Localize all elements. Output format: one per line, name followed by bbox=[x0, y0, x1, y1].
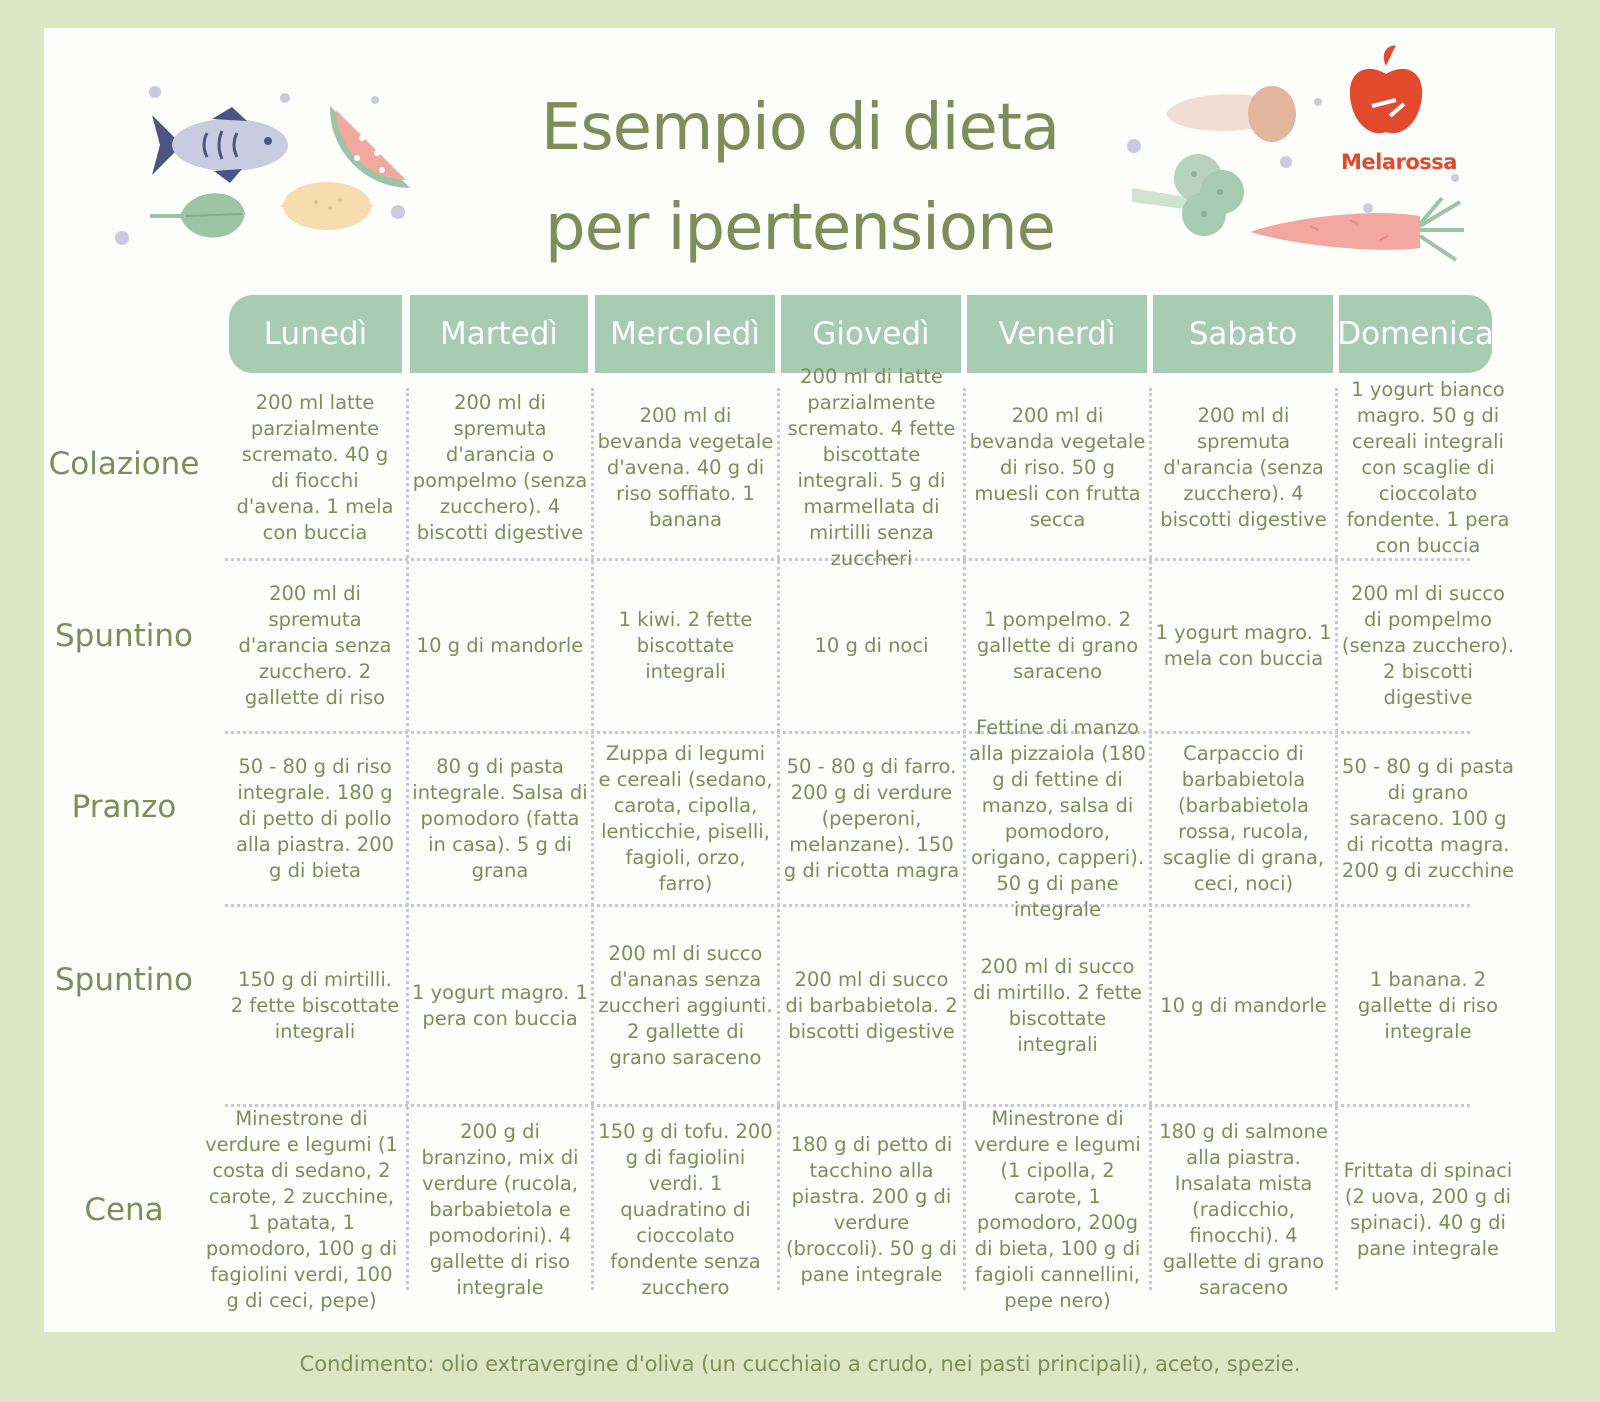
page-title: Esempio di dieta per ipertensione bbox=[480, 78, 1120, 278]
apple-logo-icon bbox=[1349, 45, 1423, 134]
meal-cell: Minestrone di verdure e legumi (1 cipoll… bbox=[974, 1107, 1141, 1312]
column-divider bbox=[591, 388, 594, 1290]
meal-cell: 200 ml di spremuta d'arancia o pompelmo … bbox=[412, 390, 588, 544]
meal-cell: 80 g di pasta integrale. Salsa di pomodo… bbox=[412, 755, 588, 882]
meal-cell: 200 ml di spremuta d'arancia (senza zucc… bbox=[1160, 403, 1327, 531]
day-header-martedi: Martedì bbox=[410, 295, 588, 373]
meal-cell: 1 yogurt magro. 1 pera con buccia bbox=[412, 980, 588, 1030]
row-divider bbox=[225, 731, 1470, 734]
meal-cell: 200 ml di succo di barbabietola. 2 bisco… bbox=[785, 967, 958, 1043]
meal-cell: 1 pompelmo. 2 gallette di grano saraceno bbox=[976, 608, 1139, 683]
carrot-icon bbox=[1250, 196, 1464, 262]
day-header-domenica: Domenica bbox=[1337, 295, 1494, 373]
day-header-giovedi: Giovedì bbox=[781, 295, 961, 373]
meal-cell: 150 g di tofu. 200 g di fagiolini verdi.… bbox=[598, 1120, 773, 1299]
meal-label-spuntino-mattina: Spuntino bbox=[54, 618, 194, 654]
column-divider bbox=[777, 388, 780, 1290]
meal-cell: 50 - 80 g di farro. 200 g di verdure (pe… bbox=[783, 755, 960, 882]
row-divider bbox=[225, 1104, 1470, 1107]
brand-logo-text: Melarossa bbox=[1341, 150, 1457, 174]
meal-cell: 50 - 80 g di riso integrale. 180 g di pe… bbox=[235, 755, 395, 882]
day-header-venerdi: Venerdì bbox=[967, 295, 1147, 373]
row-divider bbox=[225, 558, 1470, 561]
meal-cell: 180 g di petto di tacchino alla piastra.… bbox=[785, 1133, 958, 1286]
title-line-1: Esempio di dieta bbox=[540, 91, 1060, 165]
meal-cell: 10 g di mandorle bbox=[1160, 993, 1327, 1017]
meal-label-spuntino-pomeriggio: Spuntino bbox=[54, 962, 194, 998]
fish-icon bbox=[152, 107, 288, 183]
leaf-icon bbox=[150, 193, 245, 238]
column-divider bbox=[963, 388, 966, 1290]
meal-cell: 1 banana. 2 gallette di riso integrale bbox=[1357, 967, 1499, 1043]
meal-cell: Fettine di manzo alla pizzaiola (180 g d… bbox=[969, 716, 1146, 921]
footer-note: Condimento: olio extravergine d'oliva (u… bbox=[299, 1352, 1301, 1376]
meal-cell: 200 ml di latte parzialmente scremato. 4… bbox=[787, 365, 956, 570]
decor-dots-right bbox=[1127, 98, 1459, 213]
meal-cell: 180 g di salmone alla piastra. Insalata … bbox=[1159, 1120, 1328, 1299]
meal-cell: 200 ml di bevanda vegetale d'avena. 40 g… bbox=[597, 403, 774, 531]
meal-cell: 200 ml di succo d'ananas senza zuccheri … bbox=[598, 941, 773, 1069]
broccoli-icon bbox=[1132, 154, 1244, 236]
meal-cell: Frittata di spinaci (2 uova, 200 g di sp… bbox=[1343, 1159, 1513, 1260]
meal-cell: 200 ml di spremuta d'arancia senza zucch… bbox=[238, 582, 392, 709]
meal-cell: 200 ml di succo di mirtillo. 2 fette bis… bbox=[972, 954, 1143, 1056]
watermelon-icon bbox=[329, 106, 410, 188]
day-header-lunedi: Lunedì bbox=[229, 295, 402, 373]
title-line-2: per ipertensione bbox=[545, 191, 1056, 265]
day-header-mercoledi: Mercoledì bbox=[595, 295, 775, 373]
lemon-icon bbox=[280, 182, 374, 230]
meal-cell: 200 g di branzino, mix di verdure (rucol… bbox=[421, 1120, 579, 1299]
meal-cell: 10 g di mandorle bbox=[416, 634, 584, 657]
column-divider bbox=[406, 388, 409, 1290]
decor-dots-left bbox=[115, 86, 405, 245]
meal-label-colazione: Colazione bbox=[48, 446, 200, 482]
meal-cell: 10 g di noci bbox=[814, 634, 929, 657]
column-divider bbox=[1149, 388, 1152, 1290]
meal-cell: Carpaccio di barbabietola (barbabietola … bbox=[1162, 742, 1325, 895]
mushroom-icon bbox=[1166, 86, 1296, 142]
meal-cell: 200 ml di succo di pompelmo (senza zucch… bbox=[1341, 582, 1515, 709]
meal-cell: 1 kiwi. 2 fette biscottate integrali bbox=[618, 608, 753, 683]
meal-cell: Zuppa di legumi e cereali (sedano, carot… bbox=[598, 742, 773, 895]
row-divider bbox=[225, 904, 1470, 907]
meal-cell: Minestrone di verdure e legumi (1 costa … bbox=[205, 1107, 398, 1312]
meal-label-pranzo: Pranzo bbox=[71, 789, 177, 825]
meal-cell: 1 yogurt bianco magro. 50 g di cereali i… bbox=[1346, 377, 1510, 557]
menu-card bbox=[44, 28, 1555, 1332]
meal-cell: 150 g di mirtilli. 2 fette biscottate in… bbox=[230, 967, 400, 1043]
meal-cell: 50 - 80 g di pasta di grano saraceno. 10… bbox=[1341, 755, 1515, 882]
meal-cell: 200 ml di bevanda vegetale di riso. 50 g… bbox=[969, 403, 1146, 531]
meal-cell: 200 ml latte parzialmente scremato. 40 g… bbox=[236, 390, 394, 544]
column-divider bbox=[1335, 388, 1338, 1290]
meal-label-cena: Cena bbox=[84, 1192, 164, 1228]
meal-cell: 1 yogurt magro. 1 mela con buccia bbox=[1155, 621, 1332, 670]
day-header-sabato: Sabato bbox=[1153, 295, 1333, 373]
